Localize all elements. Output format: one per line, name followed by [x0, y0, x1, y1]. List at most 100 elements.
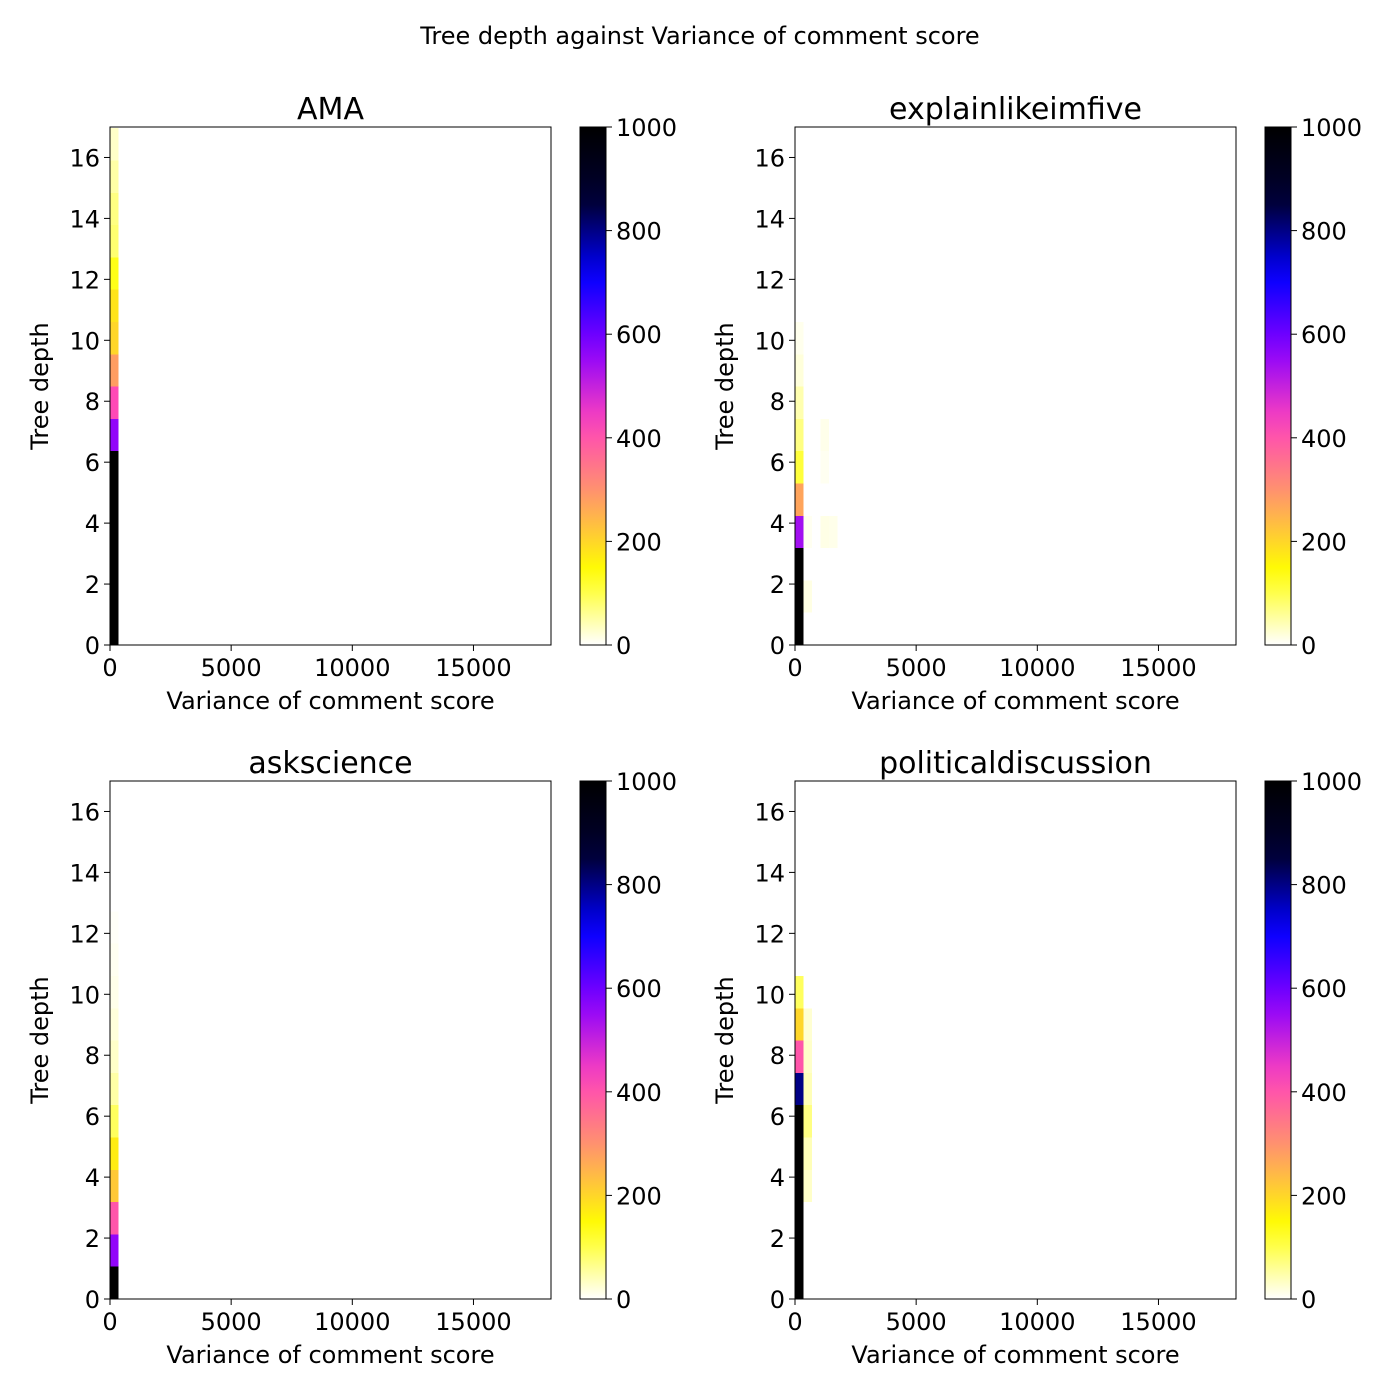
plot-frame: [794, 780, 1237, 1300]
heatmap-cell: [110, 160, 119, 193]
colorbar-tick-label: 0: [616, 1286, 631, 1314]
heatmap-cell: [110, 451, 119, 484]
colorbar-tick-label: 1000: [616, 114, 677, 142]
colorbar-tick-label: 0: [616, 632, 631, 660]
heatmap-cell: [803, 1105, 812, 1138]
subplot-title: politicaldiscussion: [879, 746, 1152, 781]
heatmap-cell: [795, 1202, 804, 1235]
y-tick-label: 12: [69, 266, 100, 294]
colorbar: [579, 780, 607, 1300]
colorbar-tick-label: 200: [1301, 1182, 1347, 1210]
heatmap-cell: [820, 418, 829, 452]
colorbar-tick-label: 600: [1301, 975, 1347, 1003]
y-tick-label: 6: [85, 449, 100, 477]
heatmap-cell: [110, 386, 119, 419]
y-tick-label: 0: [85, 1286, 100, 1314]
plot-area: [110, 127, 551, 645]
colorbar-tick-label: 0: [1301, 632, 1316, 660]
heatmap-cell: [110, 289, 119, 323]
plot-frame: [794, 126, 1237, 646]
heatmap-cell: [795, 322, 804, 355]
y-tick-label: 4: [85, 1164, 100, 1192]
heatmap-cell: [795, 451, 804, 484]
y-tick-label: 10: [754, 327, 785, 355]
x-tick-label: 10000: [999, 654, 1075, 682]
y-tick-label: 2: [770, 1225, 785, 1253]
heatmap-cell: [795, 386, 804, 419]
x-tick-label: 15000: [1120, 1308, 1196, 1336]
y-tick-label: 10: [69, 981, 100, 1009]
y-tick-label: 0: [770, 1286, 785, 1314]
y-tick-label: 8: [85, 1042, 100, 1070]
y-tick-label: 6: [770, 449, 785, 477]
heatmap-cell: [803, 1040, 812, 1073]
x-tick-label: 10000: [314, 654, 390, 682]
y-axis-label: Tree depth: [26, 322, 54, 451]
colorbar-tick-label: 400: [616, 1079, 662, 1107]
heatmap-cell: [828, 515, 838, 549]
figure-title: Tree depth against Variance of comment s…: [420, 22, 980, 50]
y-tick-label: 12: [754, 266, 785, 294]
y-axis-label: Tree depth: [711, 976, 739, 1105]
y-tick-label: 2: [85, 1225, 100, 1253]
colorbar-tick-label: 1000: [1301, 768, 1362, 796]
heatmap-cell: [110, 1137, 119, 1170]
y-tick-label: 0: [770, 632, 785, 660]
x-tick-label: 15000: [435, 654, 511, 682]
heatmap-cell: [110, 911, 119, 944]
heatmap-cell: [795, 1266, 804, 1299]
colorbar-tick-label: 400: [1301, 1079, 1347, 1107]
y-axis-label: Tree depth: [26, 976, 54, 1105]
colorbar-tick-label: 600: [616, 321, 662, 349]
y-tick-label: 4: [85, 510, 100, 538]
heatmap-cell: [795, 1072, 804, 1106]
heatmap-cell: [795, 1105, 804, 1138]
heatmap-cell: [110, 976, 119, 1009]
y-tick-label: 0: [85, 632, 100, 660]
y-tick-label: 6: [770, 1103, 785, 1131]
colorbar-tick-label: 800: [616, 872, 662, 900]
y-tick-label: 14: [69, 205, 100, 233]
heatmap-cell: [803, 580, 812, 613]
colorbar: [1264, 126, 1292, 646]
y-tick-label: 12: [69, 920, 100, 948]
heatmap-cell: [795, 418, 804, 452]
heatmap-cell: [803, 1008, 812, 1041]
heatmap-cell: [110, 515, 119, 549]
y-tick-label: 12: [754, 920, 785, 948]
heatmap-cell: [110, 225, 119, 258]
heatmap-cell: [803, 1169, 812, 1203]
y-tick-label: 16: [69, 798, 100, 826]
x-tick-label: 5000: [886, 1308, 947, 1336]
heatmap-cell: [803, 1137, 812, 1170]
colorbar-tick-label: 400: [1301, 425, 1347, 453]
colorbar-tick-label: 400: [616, 425, 662, 453]
colorbar-tick-label: 0: [1301, 1286, 1316, 1314]
heatmap-cell: [110, 192, 119, 226]
x-tick-label: 15000: [1120, 654, 1196, 682]
colorbar-tick-label: 200: [616, 1182, 662, 1210]
heatmap-cell: [110, 418, 119, 452]
y-tick-label: 10: [754, 981, 785, 1009]
x-axis-label: Variance of comment score: [166, 687, 494, 715]
colorbar-tick-label: 600: [1301, 321, 1347, 349]
x-tick-label: 5000: [201, 1308, 262, 1336]
heatmap-cell: [110, 612, 119, 645]
heatmap-cell: [110, 257, 119, 290]
colorbar-tick-label: 800: [1301, 218, 1347, 246]
heatmap-cell: [110, 943, 119, 977]
subplot-title: AMA: [297, 92, 364, 127]
subplot-title: askscience: [248, 746, 412, 781]
x-tick-label: 15000: [435, 1308, 511, 1336]
colorbar-tick-label: 800: [616, 218, 662, 246]
plot-frame: [109, 126, 552, 646]
y-tick-label: 10: [69, 327, 100, 355]
plot-area: [795, 781, 1236, 1299]
y-tick-label: 2: [85, 571, 100, 599]
y-tick-label: 14: [754, 859, 785, 887]
plot-area: [110, 781, 551, 1299]
heatmap-cell: [795, 1234, 804, 1267]
x-tick-label: 10000: [999, 1308, 1075, 1336]
